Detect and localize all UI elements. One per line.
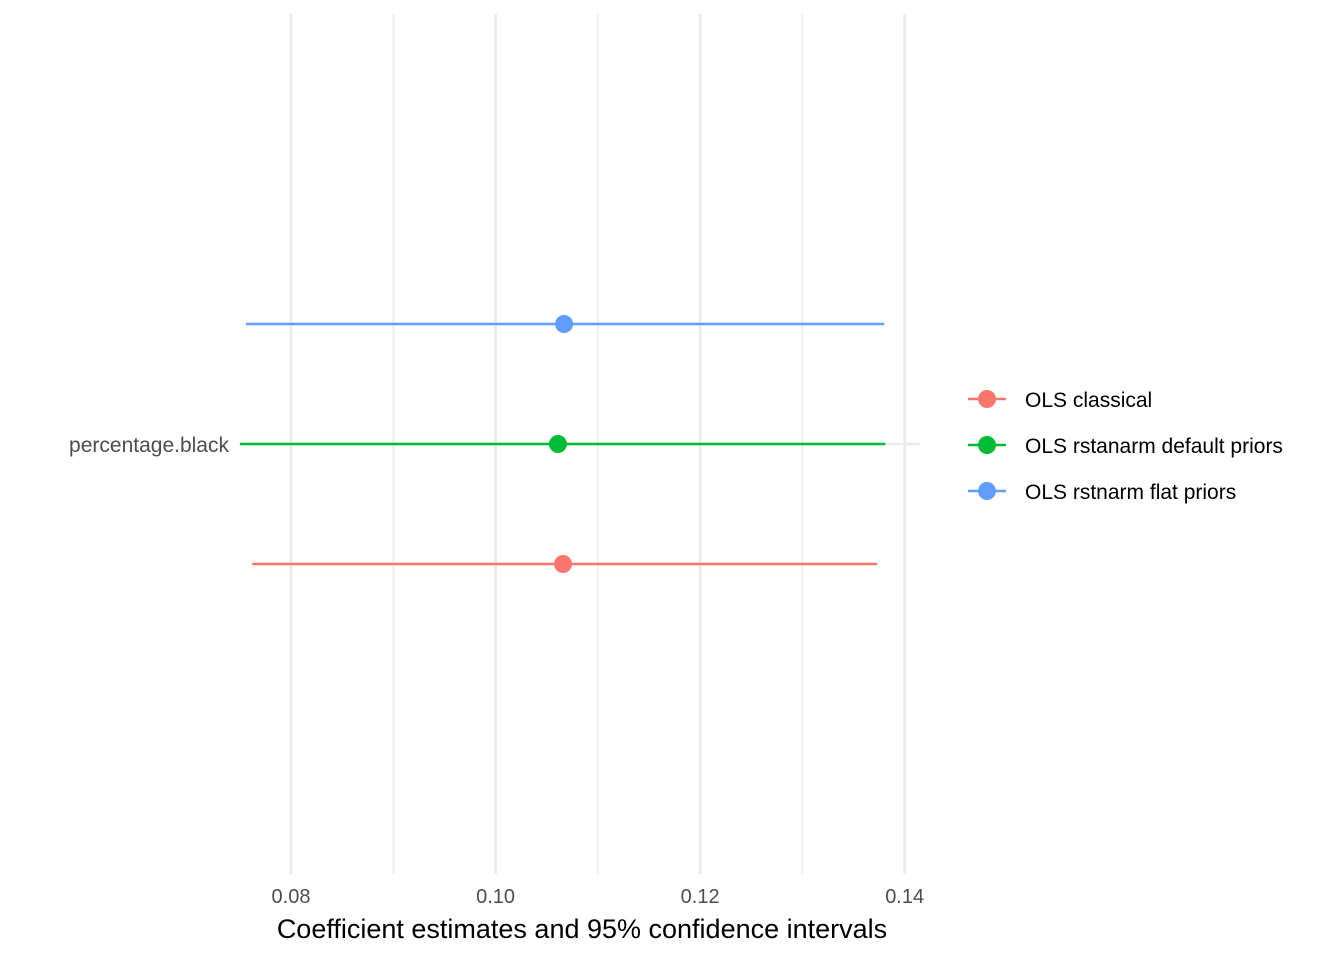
legend-key-point bbox=[978, 390, 996, 408]
series-1 bbox=[239, 435, 886, 453]
legend-item: OLS classical bbox=[968, 389, 1152, 412]
legend-label: OLS rstnarm flat priors bbox=[1025, 481, 1236, 504]
series-0 bbox=[252, 555, 878, 573]
legend-item: OLS rstanarm default priors bbox=[968, 435, 1283, 458]
category-axis: percentage.black bbox=[69, 434, 229, 457]
x-tick-label: 0.08 bbox=[272, 886, 311, 908]
estimate-point bbox=[555, 315, 574, 333]
legend-label: OLS rstanarm default priors bbox=[1025, 435, 1283, 458]
x-axis-ticks: 0.08 0.10 0.12 0.14 bbox=[272, 886, 925, 908]
x-tick-label: 0.10 bbox=[476, 886, 515, 908]
x-tick-label: 0.12 bbox=[681, 886, 720, 908]
legend: OLS classical OLS rstanarm default priors… bbox=[968, 389, 1283, 504]
legend-key-point bbox=[978, 482, 996, 500]
x-axis-title: Coefficient estimates and 95% confidence… bbox=[277, 914, 887, 944]
series-layer bbox=[239, 315, 886, 573]
estimate-point bbox=[554, 555, 573, 573]
x-tick-label: 0.14 bbox=[885, 886, 924, 908]
category-label: percentage.black bbox=[69, 434, 229, 457]
estimate-point bbox=[548, 435, 567, 453]
legend-item: OLS rstnarm flat priors bbox=[968, 481, 1236, 504]
legend-label: OLS classical bbox=[1025, 389, 1152, 412]
series-2 bbox=[246, 315, 885, 333]
legend-key-point bbox=[978, 436, 996, 454]
